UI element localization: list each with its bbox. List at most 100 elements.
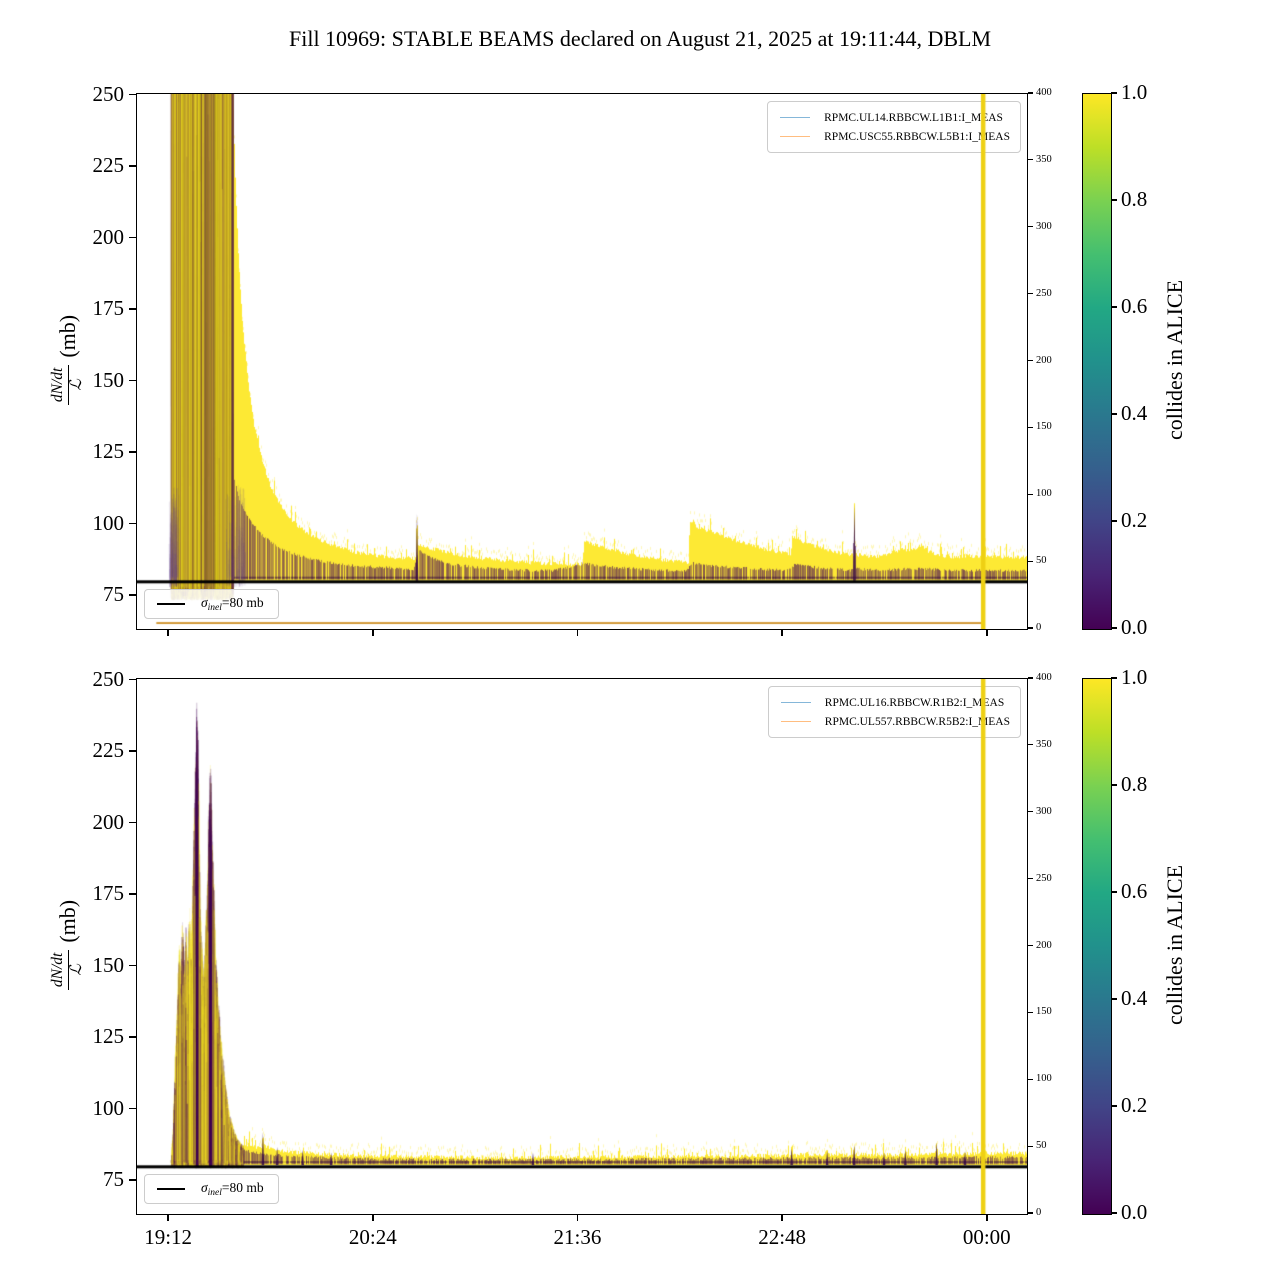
twin-y-tick-label: 100 [1036, 488, 1052, 500]
colorbar-tick-label: 0.4 [1121, 401, 1148, 425]
bottom-plot-sigma-legend: σinel=80 mb [144, 1174, 279, 1204]
y-tick [129, 165, 136, 167]
colorbar-tick [1111, 784, 1117, 786]
colorbar-tick [1111, 199, 1117, 201]
x-tick [576, 629, 579, 636]
top-y-axis-label: dN/dt ℒ (mb) [48, 250, 88, 470]
bottom-colorbar [1082, 678, 1112, 1215]
figure-title: Fill 10969: STABLE BEAMS declared on Aug… [288, 26, 992, 51]
top-plot-data-canvas [137, 94, 1027, 629]
y-tick-label: 225 [92, 738, 125, 763]
twin-y-tick-label: 150 [1036, 1006, 1052, 1018]
bottom-y-axis-label: dN/dt ℒ (mb) [48, 835, 88, 1055]
y-tick [129, 93, 136, 96]
twin-y-tick-label: 0 [1036, 622, 1042, 633]
twin-y-tick-label: 200 [1036, 354, 1052, 366]
y-tick-label: 75 [103, 582, 124, 607]
twin-y-tick [1028, 359, 1033, 362]
twin-y-tick [1028, 1011, 1033, 1013]
twin-y-tick [1028, 878, 1033, 880]
top-plot-area: RPMC.UL14.RBBCW.L1B1:I_MEAS RPMC.USC55.R… [136, 93, 1028, 630]
colorbar-tick-label: 0.6 [1121, 879, 1148, 903]
twin-y-tick-label: 400 [1036, 672, 1052, 683]
y-tick-label: 225 [92, 153, 125, 178]
y-tick-label: 150 [92, 952, 125, 977]
twin-y-tick-label: 300 [1036, 805, 1052, 817]
x-tick [372, 1214, 374, 1221]
y-tick-label: 125 [92, 439, 125, 464]
twin-y-tick-label: 50 [1036, 555, 1047, 567]
x-tick-label: 21:36 [553, 1225, 602, 1249]
y-tick [129, 893, 136, 895]
y-tick [129, 821, 136, 824]
y-tick-label: 100 [92, 1095, 125, 1120]
twin-y-tick [1028, 159, 1033, 161]
top-plot-sigma-legend: σinel=80 mb [144, 589, 279, 619]
colorbar-tick-label: 0.4 [1121, 986, 1148, 1010]
y-tick-label: 250 [92, 666, 125, 691]
colorbar-tick [1111, 998, 1117, 1000]
y-tick-label: 150 [92, 367, 125, 392]
x-tick [576, 1214, 579, 1221]
colorbar-tick [1111, 627, 1117, 629]
x-tick [167, 1214, 169, 1221]
y-tick [129, 1179, 136, 1181]
twin-y-tick [1028, 1078, 1033, 1080]
y-tick [129, 594, 136, 596]
twin-y-tick [1028, 1145, 1033, 1147]
x-tick-label: 19:12 [144, 1225, 193, 1249]
x-tick-label: 22:48 [758, 1225, 807, 1249]
twin-y-tick-label: 350 [1036, 738, 1052, 750]
twin-y-tick [1028, 677, 1033, 679]
x-tick [986, 629, 988, 636]
y-tick [129, 451, 136, 453]
sigma-line-sample [157, 602, 185, 606]
x-tick [986, 1214, 988, 1221]
colorbar-tick-label: 0.8 [1121, 187, 1148, 211]
twin-y-tick-label: 300 [1036, 220, 1052, 232]
y-tick-label: 200 [92, 224, 125, 249]
colorbar-tick-label: 1.0 [1121, 665, 1148, 689]
colorbar-tick-label: 0.0 [1121, 615, 1148, 639]
colorbar-tick-label: 0.8 [1121, 772, 1148, 796]
twin-y-tick-label: 50 [1036, 1140, 1047, 1152]
y-tick [129, 522, 136, 525]
bottom-colorbar-label: collides in ALICE [1162, 864, 1187, 1026]
colorbar-tick-label: 0.6 [1121, 294, 1148, 318]
top-colorbar-label: collides in ALICE [1162, 279, 1187, 441]
twin-y-tick-label: 100 [1036, 1073, 1052, 1085]
twin-y-tick-label: 0 [1036, 1207, 1042, 1218]
twin-y-tick [1028, 627, 1033, 629]
y-tick-label: 75 [103, 1167, 124, 1192]
colorbar-tick-label: 0.2 [1121, 508, 1148, 532]
x-tick-label: 00:00 [962, 1225, 1011, 1249]
y-tick-label: 175 [92, 881, 125, 906]
twin-y-tick-label: 200 [1036, 939, 1052, 951]
y-tick [129, 1107, 136, 1110]
twin-y-tick [1028, 493, 1033, 495]
y-tick-label: 125 [92, 1024, 125, 1049]
x-tick [781, 629, 783, 636]
y-tick [129, 964, 136, 967]
twin-y-tick [1028, 226, 1033, 228]
twin-y-tick-label: 150 [1036, 421, 1052, 433]
x-tick [167, 629, 169, 636]
sigma-label: σinel=80 mb [201, 1180, 264, 1198]
colorbar-tick [1111, 891, 1117, 893]
colorbar-tick [1111, 520, 1117, 522]
y-tick [129, 750, 136, 752]
twin-y-tick-label: 250 [1036, 872, 1052, 884]
twin-y-tick [1028, 944, 1033, 947]
colorbar-tick-label: 0.2 [1121, 1093, 1148, 1117]
colorbar-tick-label: 0.0 [1121, 1200, 1148, 1224]
y-tick-label: 200 [92, 809, 125, 834]
x-tick [372, 629, 374, 636]
y-tick-label: 250 [92, 81, 125, 106]
twin-y-tick-label: 350 [1036, 153, 1052, 165]
bottom-plot-area: RPMC.UL16.RBBCW.R1B2:I_MEAS RPMC.UL557.R… [136, 678, 1028, 1215]
twin-y-tick [1028, 426, 1033, 428]
y-tick-label: 100 [92, 510, 125, 535]
twin-y-tick [1028, 560, 1033, 562]
colorbar-tick [1111, 1105, 1117, 1107]
